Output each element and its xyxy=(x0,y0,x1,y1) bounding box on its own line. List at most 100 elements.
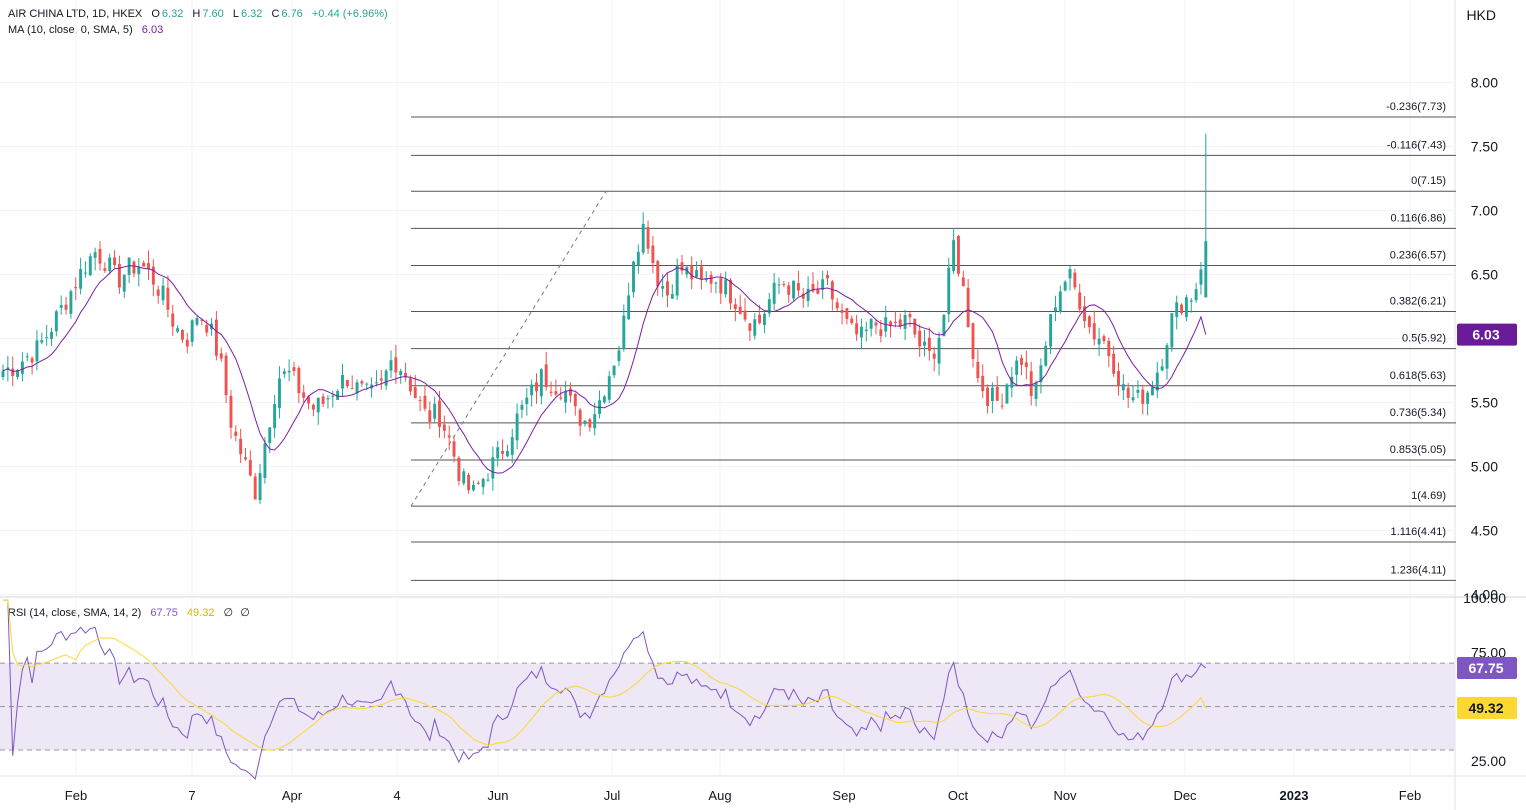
fib-level-label: 0.853(5.05) xyxy=(1390,444,1446,456)
candle-body xyxy=(268,427,272,443)
candle-body xyxy=(530,384,534,396)
fibonacci-retracement[interactable]: -0.236(7.73) -0.116(7.43) 0(7.15) 0.116(6.8… xyxy=(410,101,1456,581)
open-label: O xyxy=(151,8,160,20)
candle-body xyxy=(302,392,306,398)
rsi-ma-badge-text: 49.32 xyxy=(1468,700,1503,716)
candle-body xyxy=(399,370,403,376)
candle-body xyxy=(108,257,112,272)
currency-label: HKD xyxy=(1466,7,1496,23)
close-label: C xyxy=(271,8,280,20)
candle-body xyxy=(903,315,907,329)
candle-body xyxy=(840,310,844,313)
candle-body xyxy=(1131,397,1135,401)
candle-body xyxy=(50,331,53,339)
candle-body xyxy=(952,240,956,271)
candle-body xyxy=(1029,371,1033,397)
candle-body xyxy=(408,378,412,392)
candle-body xyxy=(423,395,427,409)
rsi-band-fill xyxy=(0,663,1455,750)
candle-body xyxy=(180,330,184,340)
low-label: L xyxy=(232,8,239,20)
candle-body xyxy=(20,361,24,374)
rsi-legend: RSI (14, close, SMA, 14, 2) 67.75 49.32 … xyxy=(8,606,252,620)
rsi-badge-text: 67.75 xyxy=(1468,660,1503,676)
candle-body xyxy=(142,262,146,267)
date-label: Feb xyxy=(1399,788,1421,803)
candle-body xyxy=(287,370,291,373)
candle-body xyxy=(593,414,597,429)
candle-body xyxy=(418,400,422,402)
candle-body xyxy=(491,457,495,479)
candle-body xyxy=(1097,338,1101,345)
candle-body xyxy=(1170,313,1174,348)
candle-body xyxy=(738,306,742,315)
candle-body xyxy=(515,413,519,441)
time-axis[interactable]: Feb 7 Apr 4 Jun Jul Aug Sep Oct Nov Dec 2023 Feb xyxy=(65,788,1421,803)
candle-body xyxy=(462,471,466,484)
price-tick-label: 7.50 xyxy=(1471,138,1498,154)
candle-body xyxy=(113,257,117,265)
candle-body xyxy=(452,441,456,457)
candle-body xyxy=(1058,291,1062,312)
fib-trend-line xyxy=(410,190,607,507)
candle-body xyxy=(282,371,286,375)
candle-body xyxy=(185,339,189,347)
candle-body xyxy=(137,266,141,275)
candle-body xyxy=(612,365,616,376)
low-value: 6.32 xyxy=(240,8,263,20)
candle-body xyxy=(132,261,136,274)
candle-body xyxy=(1024,362,1028,368)
candle-body xyxy=(855,323,859,335)
candle-body xyxy=(69,291,73,314)
candle-body xyxy=(336,390,340,400)
candle-body xyxy=(826,275,829,279)
rsi-extra-2: ∅ xyxy=(240,607,250,619)
candle-body xyxy=(205,324,209,333)
candle-body xyxy=(384,370,388,386)
price-axis[interactable]: 8.007.507.006.506.005.505.004.504.00HKD1… xyxy=(1463,7,1506,769)
symbol-legend: AIR CHINA LTD, 1D, HKEX O 6.32 H 7.60 L 6.3… xyxy=(8,7,390,21)
candle-body xyxy=(961,277,965,287)
candle-body xyxy=(641,223,645,253)
candle-body xyxy=(147,263,150,270)
candle-body xyxy=(442,424,446,431)
candle-body xyxy=(709,274,713,284)
ma-value: 6.03 xyxy=(141,24,164,36)
rsi-value: 67.75 xyxy=(150,607,178,619)
candle-body xyxy=(981,375,985,392)
candle-body xyxy=(273,403,277,429)
fib-level-label: 0.236(6.57) xyxy=(1390,249,1446,261)
candle-body xyxy=(942,314,946,337)
candle-body xyxy=(661,286,665,289)
candle-body xyxy=(1121,384,1125,391)
candle-body xyxy=(1136,389,1140,393)
candle-body xyxy=(1005,384,1009,404)
date-label: 4 xyxy=(393,788,400,803)
candle-body xyxy=(103,268,107,271)
candle-body xyxy=(525,397,529,405)
moving-average xyxy=(2,265,1207,474)
candle-body xyxy=(1194,289,1198,301)
candle-body xyxy=(292,367,296,372)
candle-body xyxy=(316,397,320,413)
fib-level-label: 0(7.15) xyxy=(1411,175,1446,187)
price-tick-label: 4.00 xyxy=(1471,586,1498,602)
candle-body xyxy=(374,382,378,384)
candle-body xyxy=(845,308,849,320)
date-label: Oct xyxy=(948,788,969,803)
candle-body xyxy=(889,321,893,326)
ma-line xyxy=(2,265,1207,474)
candle-body xyxy=(646,227,650,249)
candle-body xyxy=(690,265,694,280)
candle-body xyxy=(893,321,897,323)
candle-body xyxy=(656,261,660,287)
candle-body xyxy=(59,304,63,308)
axis-badges: 6.03 67.75 49.32 xyxy=(1457,323,1517,720)
candle-body xyxy=(680,262,684,271)
candle-body xyxy=(1092,323,1096,340)
date-label: 2023 xyxy=(1280,788,1309,803)
candle-body xyxy=(1199,269,1203,285)
fib-level-label: 0.736(5.34) xyxy=(1390,407,1446,419)
